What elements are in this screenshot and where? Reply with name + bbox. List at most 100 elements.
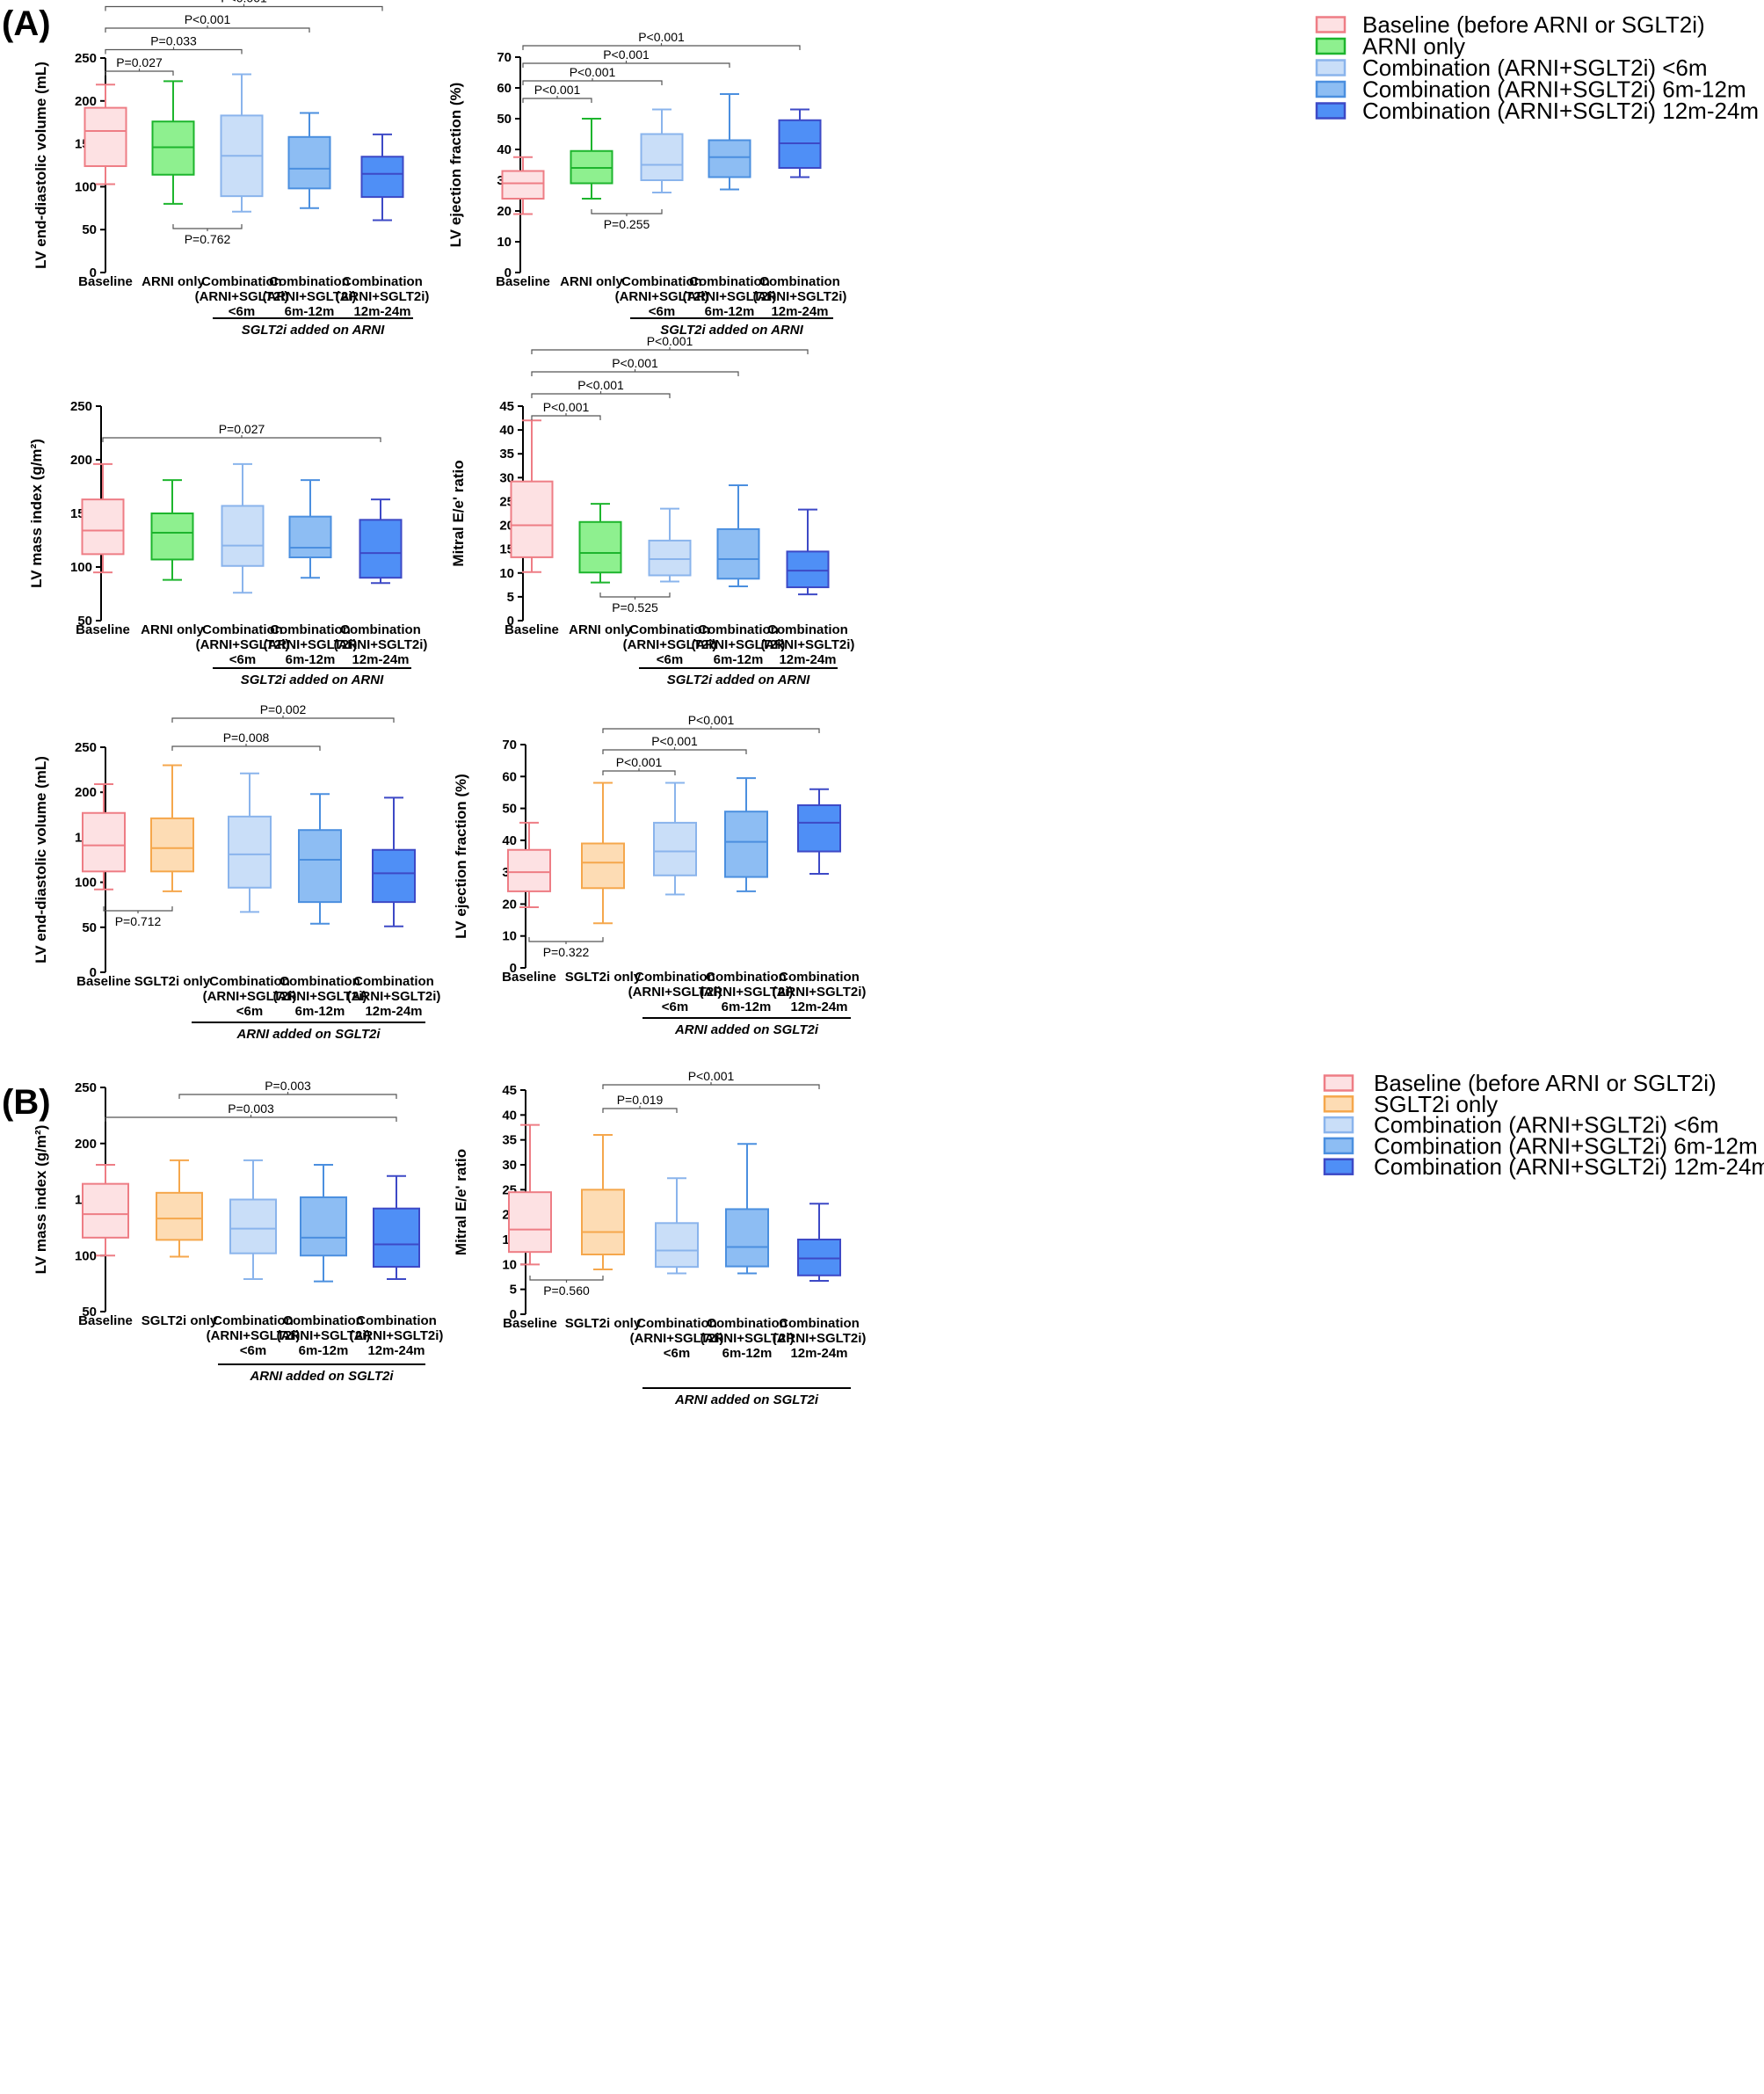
significance-bracket bbox=[105, 27, 310, 33]
category-label-line: Baseline bbox=[496, 274, 550, 289]
box-1 bbox=[581, 1134, 625, 1270]
category-label: ARNI only bbox=[569, 622, 632, 637]
box-iqr bbox=[648, 539, 692, 577]
category-label-line: 12m-24m bbox=[790, 1000, 847, 1014]
category-label: Combination (ARNI+SGLT2i) 6m-12m bbox=[264, 622, 358, 667]
y-tick-label: 35 bbox=[499, 447, 514, 462]
y-tick-label: 0 bbox=[510, 1307, 517, 1322]
legend-label: SGLT2i only bbox=[1374, 1091, 1498, 1117]
group-label: ARNI added on SGLT2i bbox=[674, 1392, 819, 1407]
box-3 bbox=[298, 793, 342, 925]
significance-bracket bbox=[528, 937, 604, 942]
legend-label: Combination (ARNI+SGLT2i) 12m-24m bbox=[1362, 98, 1759, 124]
category-label-line: Baseline bbox=[505, 622, 559, 637]
y-axis-label: LV ejection fraction (%) bbox=[453, 774, 469, 939]
significance-bracket bbox=[602, 749, 747, 754]
box-iqr bbox=[508, 1191, 552, 1254]
category-label-line: (ARNI+SGLT2i) bbox=[630, 1331, 724, 1346]
category-label-line: Baseline bbox=[76, 974, 131, 989]
significance-bracket bbox=[602, 770, 676, 775]
category-label-line: Combination bbox=[636, 1316, 717, 1331]
category-label: Combination (ARNI+SGLT2i) 12m-24m bbox=[773, 970, 867, 1014]
y-tick-label: 10 bbox=[499, 566, 514, 581]
y-tick-label: 0 bbox=[90, 265, 97, 280]
significance-bracket bbox=[171, 717, 395, 723]
legend-label: Combination (ARNI+SGLT2i) <6m bbox=[1374, 1112, 1719, 1138]
category-label-line: Combination bbox=[342, 274, 423, 289]
category-label: SGLT2i only bbox=[565, 1316, 642, 1331]
box-0 bbox=[82, 782, 126, 891]
chart-A-ef: 010203040506070LV ejection fraction (%)B… bbox=[447, 30, 846, 338]
y-tick-label: 40 bbox=[497, 142, 512, 157]
p-value-label: P<0.001 bbox=[638, 30, 685, 44]
y-tick-label: 5 bbox=[510, 1283, 517, 1298]
y-tick-label: 100 bbox=[75, 179, 97, 194]
category-label: Combination (ARNI+SGLT2i) 12m-24m bbox=[350, 1313, 444, 1358]
category-label-line: (ARNI+SGLT2i) bbox=[336, 289, 430, 304]
p-value-label: P=0.008 bbox=[223, 731, 270, 745]
box-iqr bbox=[708, 139, 751, 178]
y-tick-label: 0 bbox=[510, 961, 517, 976]
category-label-line: Combination bbox=[279, 974, 360, 989]
category-label-line: (ARNI+SGLT2i) bbox=[773, 1331, 867, 1346]
p-value-label: P=0.019 bbox=[617, 1093, 664, 1107]
p-value-label: P<0.001 bbox=[534, 83, 581, 97]
box-iqr bbox=[298, 829, 342, 904]
group-label: SGLT2i added on ARNI bbox=[241, 673, 384, 687]
box-0 bbox=[508, 1123, 552, 1266]
box-iqr bbox=[150, 817, 194, 873]
category-label-line: SGLT2i only bbox=[142, 1313, 218, 1328]
category-label-line: (ARNI+SGLT2i) bbox=[701, 1331, 795, 1346]
panel-label-b: (B) bbox=[2, 1083, 51, 1122]
category-label: Combination (ARNI+SGLT2i) 6m-12m bbox=[692, 622, 786, 667]
category-label: Combination (ARNI+SGLT2i) <6m bbox=[196, 622, 290, 667]
y-axis-label: Mitral E/e' ratio bbox=[453, 1149, 469, 1255]
box-iqr bbox=[786, 550, 830, 589]
box-4 bbox=[359, 498, 403, 585]
y-tick-label: 70 bbox=[502, 738, 517, 753]
category-label-line: 6m-12m bbox=[286, 652, 336, 667]
box-iqr bbox=[228, 815, 272, 889]
box-iqr bbox=[360, 156, 404, 199]
y-tick-label: 60 bbox=[502, 769, 517, 784]
y-tick-label: 70 bbox=[497, 50, 512, 65]
category-label: Combination (ARNI+SGLT2i) <6m bbox=[628, 970, 722, 1014]
category-label-line: Baseline bbox=[76, 622, 130, 637]
y-tick-label: 50 bbox=[502, 802, 517, 817]
category-label-line: (ARNI+SGLT2i) bbox=[692, 637, 786, 652]
legend-label: Combination (ARNI+SGLT2i) 6m-12m bbox=[1362, 76, 1746, 103]
category-label-line: Combination bbox=[202, 622, 283, 637]
category-label-line: (ARNI+SGLT2i) bbox=[203, 989, 297, 1004]
category-label-line: <6m bbox=[236, 1004, 263, 1019]
y-tick-label: 100 bbox=[75, 876, 97, 891]
category-label: Baseline bbox=[502, 970, 556, 985]
p-value-label: P=0.027 bbox=[116, 55, 163, 69]
category-label: Baseline bbox=[76, 974, 131, 989]
chart-A-edv: 050100150200250LV end-diastolic volume (… bbox=[33, 0, 429, 338]
box-1 bbox=[578, 503, 622, 584]
category-label-line: Combination bbox=[759, 274, 840, 289]
category-label: Combination (ARNI+SGLT2i) 12m-24m bbox=[761, 622, 855, 667]
category-label: Baseline bbox=[78, 1313, 133, 1328]
legend-swatch bbox=[1323, 1074, 1354, 1092]
category-label-line: ARNI only bbox=[569, 622, 632, 637]
box-iqr bbox=[359, 519, 403, 579]
p-value-label: P<0.001 bbox=[616, 755, 663, 769]
significance-bracket bbox=[105, 5, 383, 11]
category-label-line: Combination bbox=[707, 1316, 788, 1331]
charts: 050100150200250LV end-diastolic volume (… bbox=[28, 0, 866, 1407]
category-label-line: Combination bbox=[353, 974, 434, 989]
box-2 bbox=[220, 73, 264, 213]
box-2 bbox=[653, 782, 697, 896]
category-label: Combination (ARNI+SGLT2i) 12m-24m bbox=[753, 274, 847, 319]
significance-bracket bbox=[529, 1276, 604, 1281]
category-label: ARNI only bbox=[560, 274, 623, 289]
box-2 bbox=[221, 462, 265, 594]
box-1 bbox=[581, 782, 625, 925]
category-label: Baseline bbox=[496, 274, 550, 289]
category-label: Combination (ARNI+SGLT2i) 6m-12m bbox=[701, 1316, 795, 1361]
category-label: SGLT2i only bbox=[565, 970, 642, 985]
y-tick-label: 50 bbox=[82, 222, 97, 237]
box-4 bbox=[797, 788, 841, 875]
